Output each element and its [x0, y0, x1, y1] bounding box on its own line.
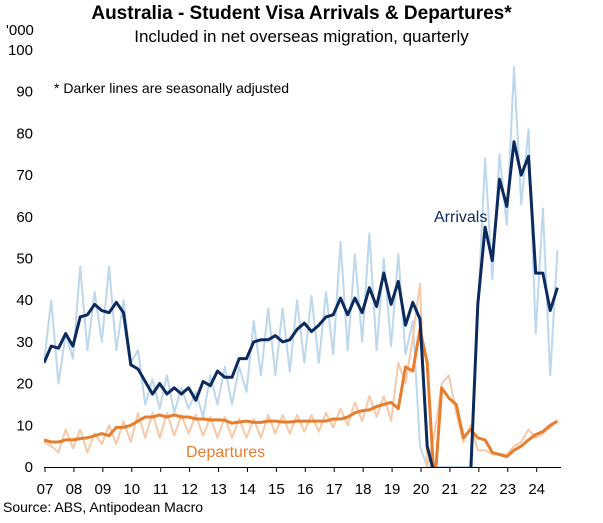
y-tick-label: 90 [16, 84, 33, 101]
x-tick-label: 12 [181, 481, 198, 498]
x-tick-label: 19 [384, 481, 401, 498]
x-tick-label: 20 [413, 481, 430, 498]
x-tick-label: 15 [268, 481, 285, 498]
y-tick-label: 100 [8, 42, 33, 59]
plot-lines [44, 65, 559, 468]
x-tick-label: 23 [499, 481, 516, 498]
y-tick-label: 10 [16, 417, 33, 434]
x-tick-labels: 07 08 09 10 11 12 13 14 15 16 17 18 19 20 21 22 23 24 [37, 467, 545, 498]
x-tick-label: 21 [442, 481, 459, 498]
y-tick-label: 60 [16, 209, 33, 226]
series-line-arrivals-sa [44, 140, 559, 468]
y-tick-label: 70 [16, 167, 33, 184]
chart-subtitle: Included in net overseas migration, quar… [134, 27, 469, 46]
x-tick-label: 14 [239, 481, 256, 498]
y-tick-label: 80 [16, 125, 33, 142]
y-axis-unit: '000 [6, 22, 34, 39]
x-tick-label: 09 [95, 481, 112, 498]
x-tick-label: 22 [471, 481, 488, 498]
x-tick-label: 10 [123, 481, 140, 498]
annotation-note: * Darker lines are seasonally adjusted [54, 80, 289, 96]
x-tick-label: 08 [66, 481, 83, 498]
x-tick-label: 18 [355, 481, 372, 498]
x-tick-label: 17 [326, 481, 343, 498]
x-tick-label: 13 [210, 481, 227, 498]
x-tick-label: 11 [153, 481, 169, 498]
arrivals-label: Arrivals [434, 209, 487, 226]
departures-label: Departures [186, 444, 265, 461]
y-tick-label: 0 [25, 459, 33, 476]
x-tick-label: 24 [528, 481, 545, 498]
y-tick-label: 40 [16, 292, 33, 309]
series-line-departures-sa [44, 327, 559, 468]
x-tick-label: 07 [37, 481, 54, 498]
y-tick-label: 30 [16, 334, 33, 351]
y-tick-labels: 0 10 20 30 40 50 60 70 80 90 100 [8, 42, 33, 476]
chart-title: Australia - Student Visa Arrivals & Depa… [91, 3, 512, 24]
x-tick-label: 16 [297, 481, 314, 498]
y-tick-label: 20 [16, 376, 33, 393]
y-tick-label: 50 [16, 251, 33, 268]
source-note: Source: ABS, Antipodean Macro [3, 499, 204, 515]
